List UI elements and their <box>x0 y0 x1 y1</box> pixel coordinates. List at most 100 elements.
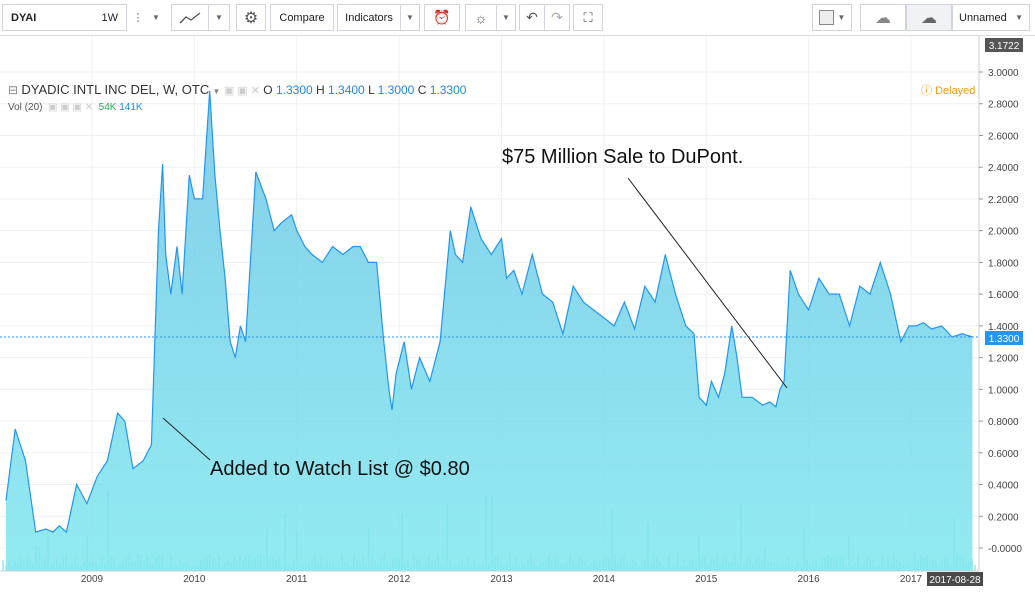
layout-name-label: Unnamed <box>959 11 1007 24</box>
compare-button[interactable]: Compare <box>270 4 334 31</box>
load-layout-button[interactable]: ☁ <box>860 4 906 31</box>
open-value: 1.3300 <box>275 83 313 97</box>
plus-icon[interactable]: + <box>985 39 991 51</box>
low-value: 1.3000 <box>377 83 415 97</box>
indicators-button[interactable]: Indicators <box>337 4 401 31</box>
volume-value-1: 54K <box>98 102 117 113</box>
warning-icon: ⓘ <box>921 85 932 97</box>
y-tick-label: 2.8000 <box>988 100 1019 111</box>
volume-settings-icons[interactable]: ▣ ▣ ▣ ✕ <box>45 102 96 113</box>
y-tick-label: 0.4000 <box>988 481 1019 492</box>
toolbar: DYAI 1W ⋮ ▼ ▼ ⚙ Compare Indicators ▼ ⏰ ☼… <box>0 0 1035 36</box>
x-tick-label: 2013 <box>490 574 513 585</box>
price-chart[interactable]: 3.0000 2.8000 2.6000 2.4000 2.2000 2.0000 1.80… <box>0 36 1035 592</box>
top-price-tag: 3.1722 <box>989 41 1020 52</box>
close-value: 1.3300 <box>429 83 467 97</box>
x-tick-label: 2017 <box>900 574 923 585</box>
last-price-tag-bg <box>985 331 1023 345</box>
gear-icon: ⚙ <box>243 9 259 27</box>
x-tick-label: 2016 <box>798 574 821 585</box>
y-tick-label: 1.6000 <box>988 290 1019 301</box>
x-tick-label: 2010 <box>183 574 206 585</box>
date-tag-bg <box>927 572 983 586</box>
indicators-dropdown[interactable]: ▼ <box>400 4 420 31</box>
idea-button[interactable]: ☼ <box>465 4 497 31</box>
chevron-down-icon[interactable]: ▼ <box>148 4 164 31</box>
high-value: 1.3400 <box>328 83 365 97</box>
symbol-input[interactable]: DYAI 1W <box>2 4 127 31</box>
redo-button[interactable]: ↷ <box>544 4 570 31</box>
time-axis-labels: 2009 2010 2011 2012 2013 2014 2015 2016 2017 <box>81 574 923 585</box>
chart-area[interactable]: 3.0000 2.8000 2.6000 2.4000 2.2000 2.0000 1.80… <box>0 36 1035 592</box>
delayed-badge[interactable]: ⓘ Delayed <box>921 82 975 98</box>
time-axis-bg <box>0 571 1035 592</box>
line-chart-icon <box>179 11 201 23</box>
settings-button[interactable]: ⚙ <box>236 4 266 31</box>
save-layout-button[interactable]: ☁ <box>906 4 952 31</box>
symbol-label: DYAI <box>11 11 37 24</box>
price-area <box>6 91 973 571</box>
collapse-icon[interactable]: ⊟ <box>8 83 19 97</box>
indicators-label: Indicators <box>345 11 393 24</box>
volume-bar <box>2 560 4 571</box>
y-tick-label: 2.4000 <box>988 163 1019 174</box>
lightbulb-icon: ☼ <box>474 9 488 26</box>
y-tick-label: 1.2000 <box>988 354 1019 365</box>
y-tick-label: 0.8000 <box>988 417 1019 428</box>
compare-label: Compare <box>279 11 325 24</box>
top-price-tag-bg <box>985 38 1023 52</box>
layout-name-button[interactable]: Unnamed ▼ <box>952 4 1030 31</box>
chart-style-button[interactable] <box>171 4 209 31</box>
date-tag: 2017-08-28 <box>929 575 981 586</box>
x-tick-label: 2009 <box>81 574 104 585</box>
low-label: L <box>368 83 375 97</box>
y-tick-label: 3.0000 <box>988 68 1019 79</box>
alarm-clock-icon: ⏰ <box>433 9 451 25</box>
delayed-label: Delayed <box>935 85 976 97</box>
cloud-upload-icon: ☁ <box>921 9 937 27</box>
annotation-watch: Added to Watch List @ $0.80 <box>210 458 470 480</box>
y-tick-label: 0.2000 <box>988 512 1019 523</box>
x-tick-label: 2011 <box>286 574 308 585</box>
layout-button[interactable]: ▼ <box>812 4 852 31</box>
volume-label: Vol (20) <box>8 102 43 113</box>
y-tick-label: 1.8000 <box>988 258 1019 269</box>
y-tick-label: 2.6000 <box>988 131 1019 142</box>
annotation-line-dupont <box>627 177 788 389</box>
y-tick-label: 1.4000 <box>988 322 1019 333</box>
undo-icon: ↶ <box>526 9 538 25</box>
fullscreen-icon: ⛶ <box>583 9 593 25</box>
legend-settings-icons[interactable]: ▣ ▣ ✕ <box>223 85 260 97</box>
annotation-line-watch <box>162 417 211 461</box>
price-axis-bg <box>979 36 1035 571</box>
x-tick-label: 2014 <box>593 574 616 585</box>
last-price-tag: 1.3300 <box>989 334 1020 345</box>
idea-dropdown[interactable]: ▼ <box>496 4 516 31</box>
y-tick-label: 1.0000 <box>988 385 1019 396</box>
x-tick-label: 2015 <box>695 574 718 585</box>
symbol-legend: ⊟ DYADIC INTL INC DEL, W, OTC ▼ ▣ ▣ ✕ O … <box>8 82 466 97</box>
interval-label[interactable]: 1W <box>101 11 119 24</box>
volume-value-2: 141K <box>119 102 143 113</box>
y-tick-label: 0.6000 <box>988 449 1019 460</box>
volume-legend: Vol (20) ▣ ▣ ▣ ✕ 54K 141K <box>8 102 143 113</box>
x-tick-label: 2012 <box>388 574 411 585</box>
y-tick-label: 2.2000 <box>988 195 1019 206</box>
y-tick-label: -0.0000 <box>988 544 1022 555</box>
price-axis-labels: 3.0000 2.8000 2.6000 2.4000 2.2000 2.0000 1.80… <box>979 68 1022 555</box>
chart-style-dropdown[interactable]: ▼ <box>208 4 230 31</box>
legend-title: DYADIC INTL INC DEL, W, OTC <box>21 82 210 97</box>
redo-icon: ↷ <box>551 9 563 25</box>
alert-button[interactable]: ⏰ <box>424 4 460 31</box>
chevron-down-icon[interactable]: ▼ <box>212 87 221 96</box>
undo-button[interactable]: ↶ <box>519 4 545 31</box>
cloud-download-icon: ☁ <box>875 9 891 27</box>
fullscreen-button[interactable]: ⛶ <box>573 4 603 31</box>
annotation-dupont: $75 Million Sale to DuPont. <box>502 146 743 168</box>
more-menu-icon[interactable]: ⋮ <box>128 4 148 31</box>
y-tick-label: 2.0000 <box>988 227 1019 238</box>
open-label: O <box>263 83 273 97</box>
volume-bar <box>974 564 976 571</box>
high-label: H <box>316 83 325 97</box>
price-line <box>5 90 973 534</box>
